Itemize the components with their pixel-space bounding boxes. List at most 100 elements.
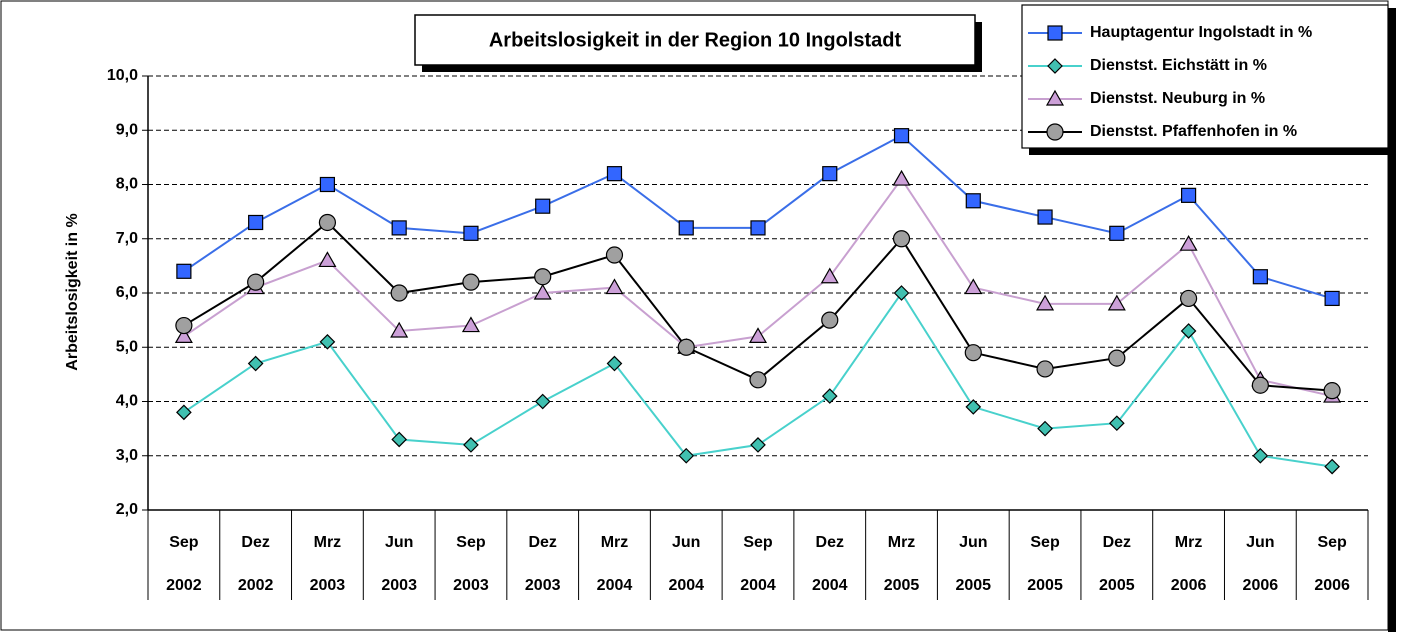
x-tick-label: 2004 — [740, 577, 776, 594]
title-box — [414, 14, 976, 66]
x-tick-label: 2004 — [812, 577, 848, 594]
x-tick-label: Jun — [385, 534, 413, 551]
data-point — [176, 404, 192, 421]
data-point — [678, 447, 695, 464]
data-point — [318, 251, 337, 268]
x-tick-label: Sep — [1317, 534, 1347, 551]
data-point — [1252, 269, 1268, 285]
y-tick-label: 6,0 — [116, 284, 138, 301]
legend-marker — [1047, 58, 1063, 74]
y-tick-label: 5,0 — [116, 338, 138, 355]
data-point — [534, 268, 552, 286]
x-tick-label: 2005 — [1099, 577, 1135, 594]
data-point — [1037, 209, 1053, 225]
legend-marker — [1045, 89, 1065, 106]
legend-label: Hauptagentur Ingolstadt in % — [1090, 24, 1312, 41]
x-tick-label: Jun — [672, 534, 700, 551]
data-point — [1107, 294, 1126, 311]
x-tick-label: 2002 — [238, 577, 274, 594]
x-tick-label: 2005 — [884, 577, 920, 594]
data-point — [822, 166, 838, 182]
x-tick-label: Jun — [1246, 534, 1274, 551]
data-point — [605, 246, 624, 264]
data-point — [174, 327, 193, 343]
data-point — [1324, 290, 1340, 307]
legend-label: Dienstst. Pfaffenhofen in % — [1090, 123, 1297, 140]
data-point — [533, 283, 552, 300]
data-point — [390, 284, 408, 302]
x-tick-label: Sep — [1030, 534, 1060, 551]
data-point — [1324, 458, 1340, 475]
data-point — [1109, 225, 1125, 241]
x-tick-label: 2005 — [955, 577, 991, 594]
legend-box — [1021, 4, 1389, 149]
x-tick-label: 2003 — [453, 577, 489, 594]
data-point — [606, 355, 623, 372]
x-tick-label: 2003 — [310, 577, 346, 594]
x-tick-label: 2005 — [1027, 577, 1063, 594]
data-point — [247, 355, 264, 372]
x-tick-label: Mrz — [601, 534, 629, 551]
x-tick-label: 2002 — [166, 577, 202, 594]
data-point — [1179, 289, 1198, 308]
data-point — [821, 311, 839, 329]
y-tick-label: 8,0 — [116, 176, 138, 193]
data-point — [893, 128, 910, 144]
data-point — [1036, 360, 1054, 378]
data-point — [534, 393, 551, 410]
x-tick-label: Mrz — [1175, 534, 1203, 551]
legend-label: Dienstst. Eichstätt in % — [1090, 57, 1267, 74]
data-point — [748, 327, 768, 343]
data-point — [892, 169, 911, 186]
data-point — [1179, 234, 1198, 251]
data-point — [248, 214, 264, 231]
data-point — [820, 267, 839, 284]
data-point — [892, 230, 911, 248]
y-axis-label: Arbeitslosigkeit in % — [64, 213, 81, 370]
data-point — [1252, 447, 1269, 464]
x-tick-label: Mrz — [314, 534, 342, 551]
x-tick-label: 2006 — [1171, 577, 1207, 594]
x-tick-label: Dez — [241, 534, 269, 551]
data-point — [605, 278, 624, 295]
data-point — [964, 344, 982, 362]
data-point — [1108, 349, 1126, 367]
y-tick-label: 10,0 — [107, 67, 138, 84]
data-point — [1037, 420, 1053, 437]
data-point — [1036, 294, 1055, 311]
x-tick-label: 2003 — [525, 577, 561, 594]
x-tick-label: 2006 — [1314, 577, 1350, 594]
data-point — [1323, 382, 1341, 400]
y-tick-label: 7,0 — [116, 230, 138, 247]
data-point — [821, 388, 838, 404]
data-point — [318, 213, 337, 232]
y-tick-label: 2,0 — [116, 501, 138, 518]
x-tick-label: Sep — [169, 534, 199, 551]
frame-shadow — [1388, 8, 1396, 632]
data-point — [463, 225, 479, 241]
x-tick-label: 2004 — [668, 577, 704, 594]
data-point — [678, 220, 694, 236]
x-tick-label: Mrz — [888, 534, 916, 551]
data-point — [750, 437, 766, 453]
x-tick-label: Sep — [743, 534, 773, 551]
x-tick-label: Sep — [456, 534, 486, 551]
x-tick-label: Dez — [816, 534, 844, 551]
x-tick-label: Dez — [528, 534, 556, 551]
legend-label: Dienstst. Neuburg in % — [1090, 90, 1265, 107]
y-tick-label: 4,0 — [116, 393, 138, 410]
data-point — [1108, 415, 1125, 432]
legend-marker — [1047, 25, 1063, 41]
data-point — [391, 431, 408, 448]
x-tick-label: Dez — [1103, 534, 1131, 551]
data-point — [750, 220, 766, 236]
data-point — [606, 166, 623, 182]
x-tick-label: Jun — [959, 534, 987, 551]
data-point — [965, 193, 981, 209]
data-point — [319, 333, 336, 350]
y-tick-label: 3,0 — [116, 447, 138, 464]
x-tick-label: 2004 — [597, 577, 633, 594]
data-point — [749, 371, 767, 389]
legend-marker — [1046, 123, 1064, 141]
data-point — [1180, 323, 1197, 339]
